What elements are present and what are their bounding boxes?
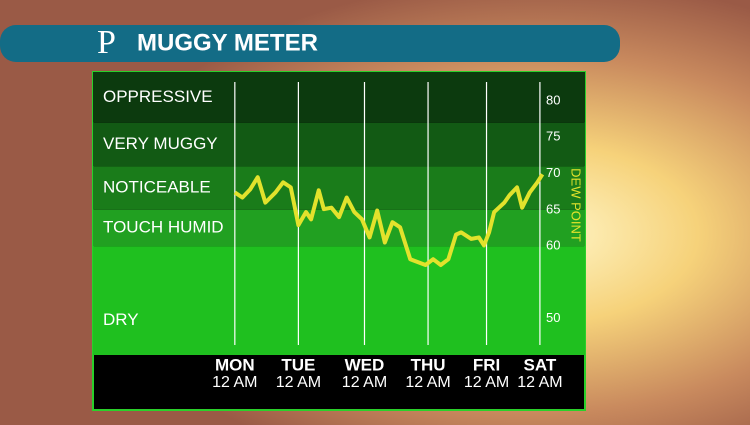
x-tick-sublabel: 12 AM xyxy=(212,374,257,391)
chart-title: MUGGY METER xyxy=(137,29,318,56)
band-label: OPPRESSIVE xyxy=(103,87,213,106)
band xyxy=(93,122,585,167)
band-label: TOUCH HUMID xyxy=(103,217,224,236)
x-tick-sublabel: 12 AM xyxy=(405,374,450,391)
line xyxy=(233,173,545,268)
x-tick-sublabel: 12 AM xyxy=(517,374,562,391)
y-tick-label: 65 xyxy=(546,201,560,216)
title-bar xyxy=(0,25,620,62)
x-tick-sublabel: 12 AM xyxy=(464,374,509,391)
y-tick-label: 70 xyxy=(546,165,560,180)
band-label: DRY xyxy=(103,310,139,329)
y-tick-label: 75 xyxy=(546,129,560,144)
x-tick-sublabel: 12 AM xyxy=(276,374,321,391)
band-label: NOTICEABLE xyxy=(103,178,211,197)
x-tick-label: FRI xyxy=(473,355,500,374)
x-tick-label: SAT xyxy=(524,355,557,374)
x-tick-label: TUE xyxy=(281,355,315,374)
y-tick-label: 50 xyxy=(546,310,560,325)
x-tick-sublabel: 12 AM xyxy=(342,374,387,391)
x-tick-label: MON xyxy=(215,355,255,374)
logo: P xyxy=(97,24,116,61)
x-tick-label: WED xyxy=(345,355,385,374)
y-axis-label: DEW POINT xyxy=(569,168,584,242)
band xyxy=(93,246,585,355)
band xyxy=(93,72,585,123)
band-label: VERY MUGGY xyxy=(103,134,218,153)
y-tick-label: 60 xyxy=(546,238,560,253)
x-tick-label: THU xyxy=(411,355,446,374)
y-tick-label: 80 xyxy=(546,92,560,107)
